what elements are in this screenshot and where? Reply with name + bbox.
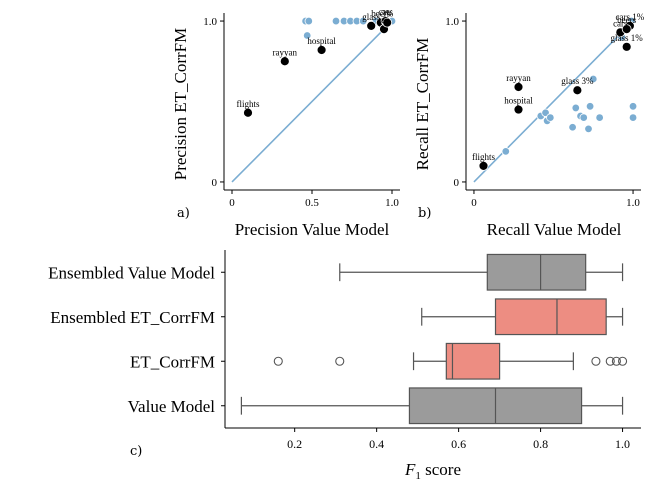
x-tick-label-a: 1.0 <box>385 197 399 209</box>
outlier-point <box>273 356 283 366</box>
point-label-b: flights <box>472 152 495 162</box>
box-iqr <box>486 253 587 291</box>
x-tick-label-b: 1.0 <box>626 197 640 209</box>
other-point-a <box>331 16 341 26</box>
point-label-b: glass 1% <box>611 33 644 43</box>
outlier-point <box>605 356 615 366</box>
x-tick-label-b: 0 <box>471 197 477 209</box>
diagonal-line-b <box>473 20 634 183</box>
diagonal-line-a <box>231 20 393 183</box>
point-label-b: cars 1% <box>615 12 644 22</box>
point-label-a: 3% <box>381 9 394 19</box>
other-point-b <box>584 124 593 134</box>
other-point-b <box>546 113 555 122</box>
outlier-point <box>591 356 601 366</box>
point-label-b: cars <box>613 18 628 28</box>
other-point-b <box>585 102 595 111</box>
category-label: ET_CorrFM <box>130 352 215 371</box>
point-label-a: flights <box>236 99 259 109</box>
x-tick-label-c: 0.8 <box>533 437 548 451</box>
x-axis-title-c: F1 score <box>404 460 461 482</box>
x-axis-title-a: Precision Value Model <box>235 220 390 239</box>
x-tick-label-c: 0.2 <box>287 437 302 451</box>
other-point-b <box>568 123 577 132</box>
highlight-point-b <box>572 85 583 96</box>
x-axis-title-b: Recall Value Model <box>487 220 622 239</box>
f1-boxplot-panel: c) F1 score 0.2 0.4 0.6 0.8 1.0 Ensembled Val… <box>48 250 641 482</box>
y-tick-label-a: 1.0 <box>203 16 217 28</box>
highlight-point-b <box>621 41 632 52</box>
y-tick-label-b: 0 <box>454 177 460 189</box>
recall-scatter-panel: b) Recall Value Model Recall ET_CorrFM 0… <box>413 12 645 239</box>
y-axis-title-a: Precision ET_CorrFM <box>171 28 190 181</box>
highlight-point-a <box>382 17 393 28</box>
y-tick-label-b: 1.0 <box>445 16 459 28</box>
point-label-b: beers <box>617 15 636 25</box>
other-point-a <box>304 16 313 26</box>
category-label: Ensembled Value Model <box>48 263 215 282</box>
highlight-point-b <box>621 24 632 34</box>
x-tick-label-c: 0.6 <box>451 437 466 451</box>
outlier-point <box>618 356 628 366</box>
box-iqr <box>494 298 607 336</box>
highlight-point-a <box>279 56 290 67</box>
x-tick-label-c: 1.0 <box>615 437 630 451</box>
category-label: Value Model <box>128 397 216 416</box>
y-axis-title-b: Recall ET_CorrFM <box>413 38 432 171</box>
panel-label-c: c) <box>130 444 142 459</box>
highlight-point-b <box>513 82 524 92</box>
other-point-b <box>571 103 580 113</box>
point-label-b: rayyan <box>506 73 531 83</box>
panel-label-a: a) <box>177 206 190 221</box>
category-label: Ensembled ET_CorrFM <box>50 308 215 327</box>
point-label-a: beers <box>371 9 390 19</box>
point-label-a: glass <box>362 12 380 22</box>
other-point-a <box>303 31 312 40</box>
highlight-point-a <box>316 45 327 55</box>
point-label-a: rayyan <box>273 47 298 57</box>
point-label-a: cars <box>378 7 393 17</box>
other-point-b <box>501 147 510 156</box>
highlight-point-b <box>478 160 489 171</box>
other-point-b <box>579 113 588 122</box>
box-iqr <box>445 342 501 380</box>
other-point-b <box>589 74 598 84</box>
outlier-point <box>611 356 621 366</box>
point-label-a: hospital <box>307 36 336 46</box>
point-label-b: hospital <box>504 96 533 106</box>
panel-label-b: b) <box>418 206 431 221</box>
precision-scatter-panel: a) Precision Value Model Precision ET_Co… <box>171 7 400 239</box>
x-tick-label-a: 0 <box>229 197 235 209</box>
outlier-point <box>335 356 345 366</box>
highlight-point-b <box>513 104 524 115</box>
other-point-b <box>628 102 638 111</box>
other-point-b <box>595 113 604 122</box>
point-label-a: tax <box>379 15 390 25</box>
x-tick-label-c: 0.4 <box>369 437 384 451</box>
other-point-b <box>628 113 638 122</box>
point-label-b: glass 3% <box>561 76 594 86</box>
y-tick-label-a: 0 <box>212 177 218 189</box>
highlight-point-a <box>366 20 377 31</box>
x-tick-label-a: 0.5 <box>305 197 319 209</box>
highlight-point-a <box>243 107 253 118</box>
other-point-a <box>359 16 368 26</box>
